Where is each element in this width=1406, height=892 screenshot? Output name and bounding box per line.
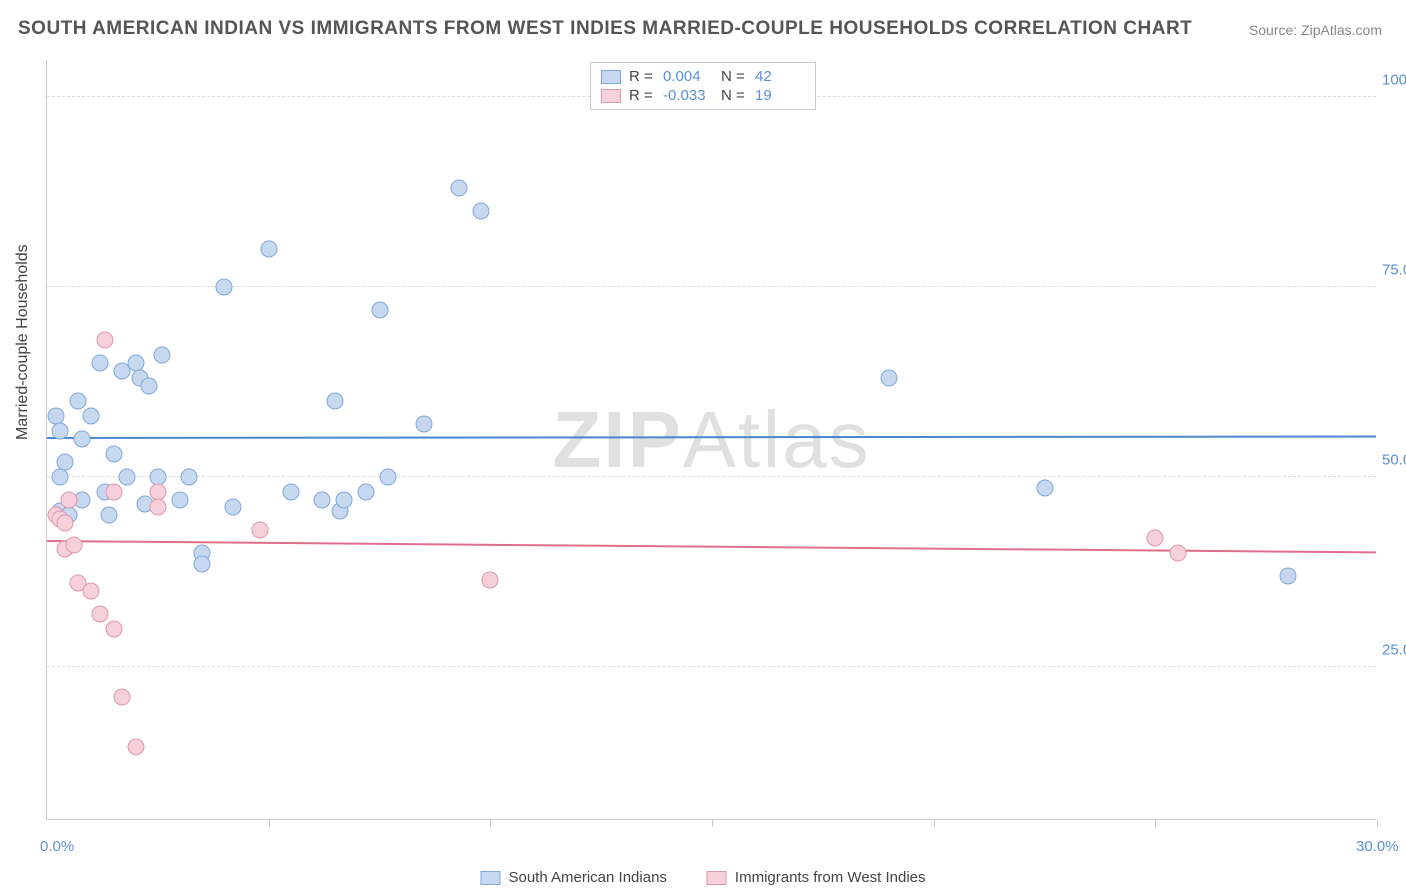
scatter-point: [105, 621, 122, 638]
chart-title: SOUTH AMERICAN INDIAN VS IMMIGRANTS FROM…: [18, 18, 1192, 40]
r-label: R =: [629, 87, 655, 104]
gridline: [47, 286, 1376, 287]
scatter-point: [881, 370, 898, 387]
r-value: 0.004: [663, 68, 713, 85]
scatter-point: [118, 469, 135, 486]
scatter-point: [1147, 529, 1164, 546]
gridline: [47, 476, 1376, 477]
scatter-point: [251, 522, 268, 539]
scatter-point: [65, 537, 82, 554]
n-label: N =: [721, 68, 747, 85]
scatter-point: [70, 393, 87, 410]
scatter-point: [83, 583, 100, 600]
scatter-point: [52, 423, 69, 440]
scatter-point: [154, 347, 171, 364]
scatter-point: [56, 453, 73, 470]
scatter-point: [101, 507, 118, 524]
series-legend: South American Indians Immigrants from W…: [480, 869, 925, 886]
source-attribution: Source: ZipAtlas.com: [1249, 22, 1382, 38]
x-tick-label: 30.0%: [1356, 838, 1399, 855]
scatter-point: [61, 491, 78, 508]
x-tick: [1377, 819, 1378, 827]
y-tick-label: 25.0%: [1382, 642, 1406, 659]
scatter-point: [52, 469, 69, 486]
x-tick: [269, 819, 270, 827]
scatter-point: [105, 484, 122, 501]
legend-stat-row: R = 0.004 N = 42: [601, 67, 805, 86]
scatter-point: [260, 241, 277, 258]
legend-item-series2: Immigrants from West Indies: [707, 869, 926, 886]
legend-label: Immigrants from West Indies: [735, 869, 926, 886]
y-tick-label: 75.0%: [1382, 262, 1406, 279]
legend-label: South American Indians: [508, 869, 666, 886]
scatter-point: [56, 514, 73, 531]
y-tick-label: 100.0%: [1382, 72, 1406, 89]
legend-swatch: [601, 89, 621, 103]
x-tick: [934, 819, 935, 827]
scatter-point: [336, 491, 353, 508]
scatter-point: [96, 332, 113, 349]
n-value: 19: [755, 87, 805, 104]
scatter-point: [415, 415, 432, 432]
scatter-point: [140, 377, 157, 394]
scatter-point: [473, 203, 490, 220]
legend-item-series1: South American Indians: [480, 869, 666, 886]
scatter-point: [482, 571, 499, 588]
legend-swatch-blue: [480, 871, 500, 885]
x-tick: [712, 819, 713, 827]
chart-plot-area: ZIPAtlas 25.0%50.0%75.0%100.0%: [46, 60, 1376, 820]
scatter-point: [451, 180, 468, 197]
x-tick-label: 0.0%: [40, 838, 74, 855]
r-label: R =: [629, 68, 655, 85]
scatter-point: [92, 605, 109, 622]
scatter-point: [92, 355, 109, 372]
scatter-point: [216, 279, 233, 296]
scatter-point: [74, 431, 91, 448]
scatter-point: [114, 689, 131, 706]
x-tick: [490, 819, 491, 827]
scatter-point: [83, 408, 100, 425]
x-tick: [1155, 819, 1156, 827]
scatter-point: [327, 393, 344, 410]
correlation-legend: R = 0.004 N = 42 R = -0.033 N = 19: [590, 62, 816, 110]
scatter-point: [282, 484, 299, 501]
scatter-point: [225, 499, 242, 516]
scatter-point: [149, 499, 166, 516]
legend-stat-row: R = -0.033 N = 19: [601, 86, 805, 105]
scatter-point: [1280, 567, 1297, 584]
n-label: N =: [721, 87, 747, 104]
scatter-point: [1169, 545, 1186, 562]
scatter-point: [172, 491, 189, 508]
scatter-point: [358, 484, 375, 501]
y-tick-label: 50.0%: [1382, 452, 1406, 469]
n-value: 42: [755, 68, 805, 85]
scatter-point: [1036, 480, 1053, 497]
scatter-point: [194, 556, 211, 573]
scatter-point: [105, 446, 122, 463]
trend-line: [47, 435, 1376, 439]
gridline: [47, 666, 1376, 667]
y-axis-label: Married-couple Households: [14, 244, 32, 440]
watermark-logo: ZIPAtlas: [552, 394, 870, 486]
legend-swatch: [601, 70, 621, 84]
scatter-point: [127, 738, 144, 755]
legend-swatch-pink: [707, 871, 727, 885]
scatter-point: [180, 469, 197, 486]
scatter-point: [380, 469, 397, 486]
scatter-point: [313, 491, 330, 508]
scatter-point: [371, 301, 388, 318]
r-value: -0.033: [663, 87, 713, 104]
